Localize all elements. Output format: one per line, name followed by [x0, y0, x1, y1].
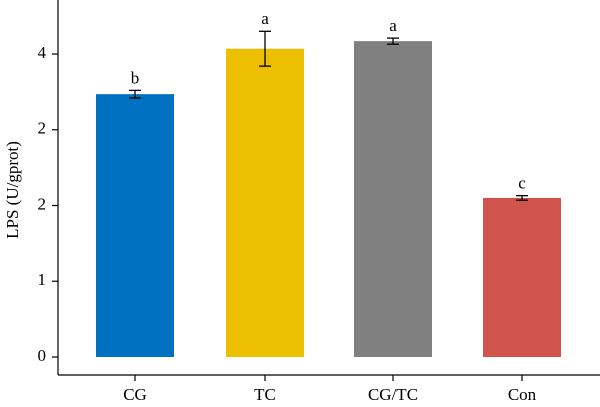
y-tick-label: 2 [38, 119, 47, 138]
x-tick-label: TC [254, 385, 276, 404]
bar [226, 48, 304, 358]
x-tick-label: CG [123, 385, 147, 404]
bar [483, 197, 561, 357]
significance-letter: a [261, 9, 269, 28]
x-tick-label: Con [508, 385, 537, 404]
y-axis-label: LPS (U/gprot) [3, 141, 22, 239]
significance-letter: a [389, 16, 397, 35]
error-bar [516, 195, 528, 201]
y-tick-label: 2 [38, 194, 47, 213]
bar [96, 94, 174, 357]
significance-letter: c [518, 174, 526, 193]
x-tick-label: CG/TC [368, 385, 418, 404]
y-tick-label: 4 [38, 43, 47, 62]
significance-letter: b [131, 68, 140, 87]
error-bar [387, 37, 399, 45]
error-bar [259, 30, 271, 67]
error-bar [129, 89, 141, 99]
y-tick-label: 0 [38, 346, 47, 365]
bar [354, 41, 432, 357]
y-tick-label: 1 [38, 270, 47, 289]
